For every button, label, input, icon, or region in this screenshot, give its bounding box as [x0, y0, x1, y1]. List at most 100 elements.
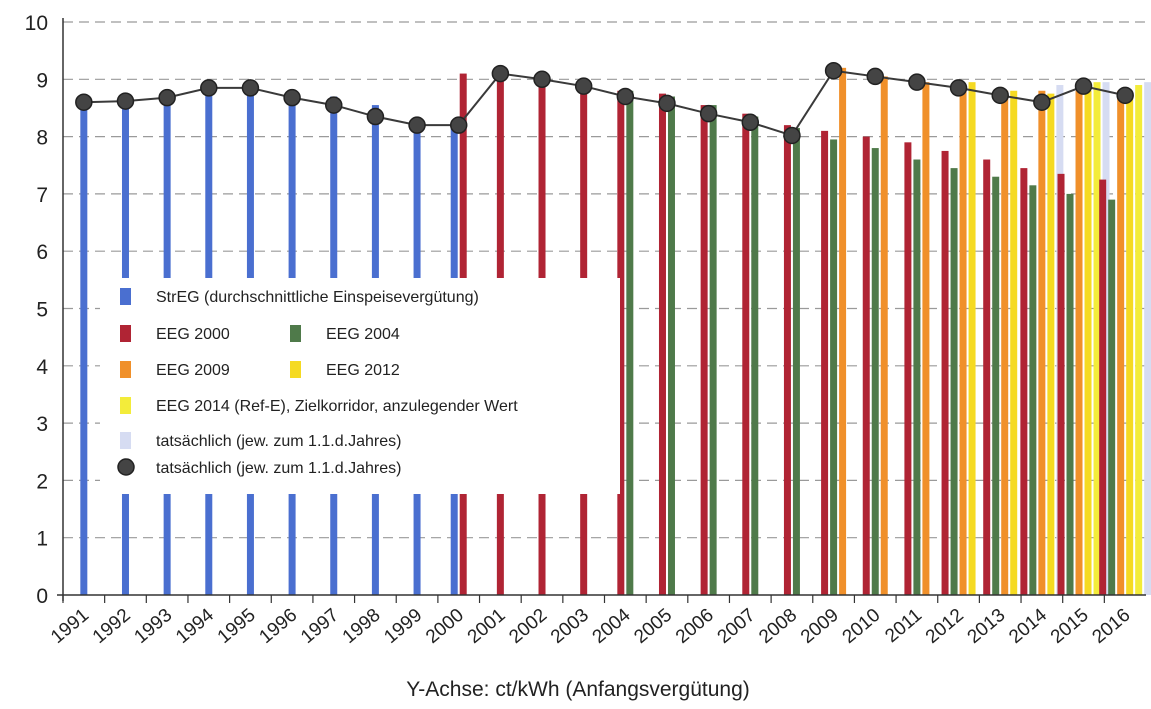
x-tick-label: 1999 [380, 605, 426, 648]
legend-swatch [120, 288, 131, 305]
line-point [783, 126, 801, 145]
legend-label: EEG 2004 [326, 326, 400, 343]
x-tick-label: 1991 [47, 605, 93, 648]
legend-swatch [120, 397, 131, 414]
x-tick-label: 1997 [297, 605, 343, 648]
line-point [741, 113, 760, 132]
x-axis-label: Y-Achse: ct/kWh (Anfangsvergütung) [406, 678, 750, 701]
y-tick-label: 2 [36, 470, 48, 493]
bar [1117, 90, 1125, 595]
legend-marker [117, 458, 135, 476]
line-point [699, 104, 718, 123]
bar [1108, 199, 1116, 595]
bar [700, 105, 708, 596]
bar [751, 116, 759, 596]
y-tick-label: 4 [36, 356, 48, 379]
legend-label: EEG 2014 (Ref-E), Zielkorridor, anzulege… [156, 398, 518, 415]
bar [1038, 90, 1046, 595]
x-tick-label: 2004 [589, 604, 635, 648]
line-point [449, 116, 468, 134]
bar [968, 82, 976, 596]
bar [792, 128, 800, 595]
x-tick-label: 2011 [881, 605, 926, 647]
line-point [991, 86, 1009, 105]
bar [862, 136, 870, 595]
bar [742, 113, 750, 596]
x-tick-label: 2014 [1005, 604, 1051, 648]
bar [839, 67, 847, 596]
bar [626, 90, 634, 595]
y-tick-label: 7 [36, 184, 48, 207]
line-point [366, 107, 385, 126]
line-point [949, 79, 968, 97]
x-tick-label: 2005 [630, 605, 676, 648]
line-point [408, 116, 426, 134]
line-layer [75, 61, 1134, 145]
x-tick-label: 2013 [964, 605, 1010, 648]
bar [1135, 85, 1143, 595]
bar [913, 159, 921, 595]
x-tick-label: 2006 [672, 605, 718, 648]
y-tick-label: 3 [36, 413, 48, 436]
legend-label: EEG 2009 [156, 362, 230, 379]
x-tick-label: 2016 [1088, 605, 1134, 648]
bar [950, 168, 958, 596]
line-point [283, 88, 301, 107]
bar [1144, 82, 1151, 596]
legend-label: EEG 2000 [156, 326, 230, 343]
bar [904, 142, 912, 595]
bar [871, 148, 879, 595]
bar [617, 90, 625, 595]
x-tick-label: 2003 [547, 605, 593, 648]
x-tick-label: 1994 [172, 604, 218, 648]
legend-label: EEG 2012 [326, 362, 400, 379]
bar [1029, 185, 1037, 595]
legend-swatch [290, 325, 301, 342]
bar [667, 96, 675, 596]
line-point [158, 88, 176, 107]
x-tick-label: 1995 [214, 605, 260, 648]
legend-background [100, 278, 620, 494]
line-point [658, 94, 676, 113]
bar [658, 93, 666, 595]
bar [783, 125, 791, 595]
y-tick-label: 1 [36, 528, 48, 551]
legend-label: tatsächlich (jew. zum 1.1.d.Jahres) [156, 460, 401, 477]
bar [1057, 173, 1065, 595]
bar [1126, 93, 1134, 595]
y-tick-label: 8 [36, 127, 48, 150]
bar [1047, 93, 1055, 595]
y-tick-label: 10 [25, 12, 48, 35]
legend-swatch [120, 361, 131, 378]
line-point [1074, 77, 1093, 95]
bar [1075, 90, 1083, 595]
y-tick-label: 0 [36, 585, 48, 608]
bar [1010, 90, 1018, 595]
bar [922, 82, 930, 596]
line-point [241, 79, 260, 97]
legend-swatch [290, 361, 301, 378]
bar [983, 159, 991, 595]
bar [830, 139, 838, 595]
legend-label: StrEG (durchschnittliche Einspeisevergüt… [156, 289, 479, 306]
bar [959, 87, 967, 596]
bar [992, 176, 1000, 595]
x-tick-label: 2000 [422, 605, 468, 648]
line-point [75, 93, 93, 111]
y-tick-label: 5 [36, 299, 48, 322]
bar [1093, 82, 1101, 596]
x-tick-label: 2010 [839, 605, 885, 648]
bar [941, 150, 949, 596]
x-tick-label: 2007 [714, 605, 760, 648]
x-tick-label: 2002 [505, 605, 551, 648]
line-point [574, 77, 593, 95]
line-point [491, 64, 510, 83]
line-point [1033, 93, 1051, 111]
bar [709, 105, 717, 596]
bar [1020, 168, 1028, 596]
y-tick-label: 6 [36, 241, 48, 264]
line-point [116, 92, 135, 110]
line-point [1116, 86, 1134, 105]
